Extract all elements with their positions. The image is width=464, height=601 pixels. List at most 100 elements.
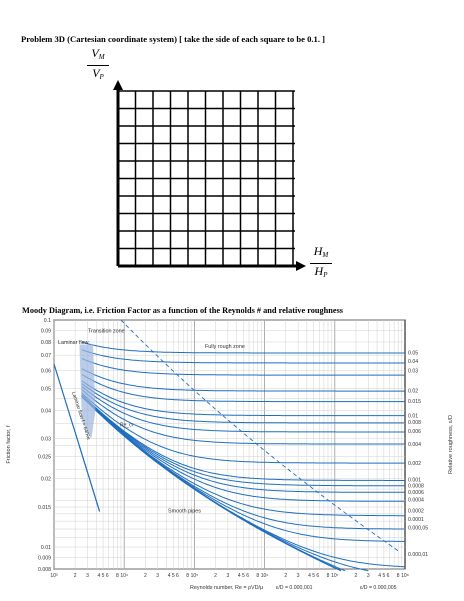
smooth-pipes-annotation: Smooth pipes — [168, 508, 201, 514]
x-axis-ratio-label: HM HP — [310, 245, 332, 282]
transition-zone-annotation: Transition zone — [88, 328, 125, 334]
roughness-tick-label: 0.01 — [408, 413, 418, 419]
roughness-curve — [81, 383, 405, 424]
roughness-tick-label: 0.002 — [408, 461, 421, 467]
y-tick-label: 0.09 — [41, 328, 51, 334]
x-tick-label: 8 — [186, 573, 189, 579]
cartesian-grid — [113, 80, 306, 271]
x-tick-label: 3 — [367, 573, 370, 579]
y-tick-label: 0.1 — [44, 318, 51, 324]
x-tick-label: 2 — [214, 573, 217, 579]
eps-min-label-2: ε/D = 0.000,005 — [360, 585, 397, 591]
y-denominator: V — [92, 66, 100, 80]
roughness-curve — [81, 358, 405, 376]
y-tick-label: 0.009 — [38, 555, 51, 561]
y-tick-label: 0.05 — [41, 386, 51, 392]
roughness-curve — [81, 395, 405, 493]
roughness-tick-label: 0.000,05 — [408, 525, 428, 531]
x-tick-label: 3 — [86, 573, 89, 579]
y-denominator-sub: P — [99, 73, 104, 81]
roughness-tick-label: 0.03 — [408, 368, 418, 374]
re-cr-annotation: Re_cr — [120, 422, 134, 428]
problem-title: Problem 3D (Cartesian coordinate system)… — [21, 34, 325, 44]
fully-rough-boundary-line — [120, 319, 401, 553]
y-tick-label: 0.07 — [41, 353, 51, 359]
y-axis-ratio-label: VM VP — [87, 47, 109, 84]
x-tick-label: 4 5 6 — [308, 573, 319, 579]
x-denominator: H — [314, 264, 324, 278]
x-tick-label: 3 — [297, 573, 300, 579]
roughness-curve — [81, 395, 342, 572]
x-axis-label: Reynolds number, Re = ρVD/μ — [190, 585, 263, 591]
roughness-tick-label: 0.006 — [408, 429, 421, 435]
fully-rough-annotation: Fully rough zone — [205, 344, 245, 350]
roughness-curve — [81, 386, 405, 433]
y-tick-label: 0.01 — [41, 545, 51, 551]
y-numerator-sub: M — [98, 53, 105, 61]
x-tick-label: 8 — [397, 573, 400, 579]
roughness-curve — [81, 374, 405, 403]
y-tick-label: 0.008 — [38, 567, 51, 573]
x-tick-label: 10⁶ — [261, 573, 269, 579]
x-numerator: H — [313, 244, 323, 258]
x-tick-label: 2 — [144, 573, 147, 579]
moody-diagram: 0.1 0.09 0.08 0.07 0.06 0.05 0.04 0.03 0.025 0.02… — [6, 318, 454, 591]
x-tick-label: 4 5 6 — [98, 573, 109, 579]
x-axis-arrow-icon — [296, 261, 306, 271]
y-tick-label: 0.02 — [41, 477, 51, 483]
x-tick-label: 4 5 6 — [238, 573, 249, 579]
x-tick-label: 10⁴ — [120, 573, 128, 579]
x-numerator-sub: M — [322, 251, 329, 259]
roughness-tick-label: 0.001 — [408, 478, 421, 484]
x-tick-label: 10⁷ — [331, 573, 339, 579]
roughness-curve — [81, 394, 405, 487]
roughness-curve — [81, 349, 405, 364]
roughness-curve — [81, 368, 405, 392]
x-tick-label: 2 — [284, 573, 287, 579]
x-tick-label: 3 — [227, 573, 230, 579]
y-numerator: V — [91, 46, 99, 60]
x-tick-label: 10⁸ — [401, 573, 409, 579]
roughness-tick-label: 0.0004 — [408, 497, 424, 503]
roughness-tick-label: 0.008 — [408, 420, 421, 426]
x-tick-label: 4 5 6 — [168, 573, 179, 579]
eps-min-label-1: ε/D = 0.000,001 — [276, 585, 313, 591]
y-tick-label: 0.06 — [41, 368, 51, 374]
laminar-extension-line — [78, 445, 101, 513]
transition-zone-shading — [79, 344, 96, 439]
roughness-tick-label: 0.02 — [408, 388, 418, 394]
x-tick-label: 4 5 6 — [378, 573, 389, 579]
roughness-tick-label: 0.05 — [408, 350, 418, 356]
x-tick-label: 10⁵ — [191, 573, 199, 579]
roughness-curve — [81, 389, 405, 445]
y-axis-label: Friction factor, f — [6, 425, 12, 464]
roughness-tick-label: 0.04 — [408, 359, 418, 365]
y-axis-arrow-icon — [113, 80, 123, 90]
right-axis-label: Relative roughness, ε/D — [448, 415, 454, 474]
y-tick-label: 0.03 — [41, 437, 51, 443]
roughness-curve — [81, 341, 405, 354]
roughness-tick-label: 0.000,01 — [408, 552, 428, 558]
y-tick-label: 0.08 — [41, 340, 51, 346]
roughness-tick-label: 0.0006 — [408, 490, 424, 496]
roughness-curve — [81, 394, 405, 481]
y-tick-label: 0.025 — [38, 455, 51, 461]
x-tick-label: 3 — [156, 573, 159, 579]
x-tick-label: 8 — [327, 573, 330, 579]
roughness-tick-label: 0.015 — [408, 399, 421, 405]
moody-title: Moody Diagram, i.e. Friction Factor as a… — [22, 306, 344, 315]
y-tick-label: 0.015 — [38, 505, 51, 511]
laminar-flow-annotation: Laminar flow — [58, 340, 89, 346]
x-tick-label: 8 — [116, 573, 119, 579]
roughness-tick-label: 0.0001 — [408, 517, 424, 523]
roughness-tick-label: 0.0002 — [408, 508, 424, 514]
roughness-tick-label: 0.0008 — [408, 483, 424, 489]
roughness-curve — [81, 380, 405, 417]
roughness-tick-label: 0.004 — [408, 442, 421, 448]
x-tick-label: 2 — [74, 573, 77, 579]
x-tick-label: 8 — [256, 573, 259, 579]
x-denominator-sub: P — [323, 271, 328, 279]
roughness-curve — [81, 395, 405, 502]
x-tick-label: 2 — [355, 573, 358, 579]
roughness-curve — [81, 392, 405, 464]
